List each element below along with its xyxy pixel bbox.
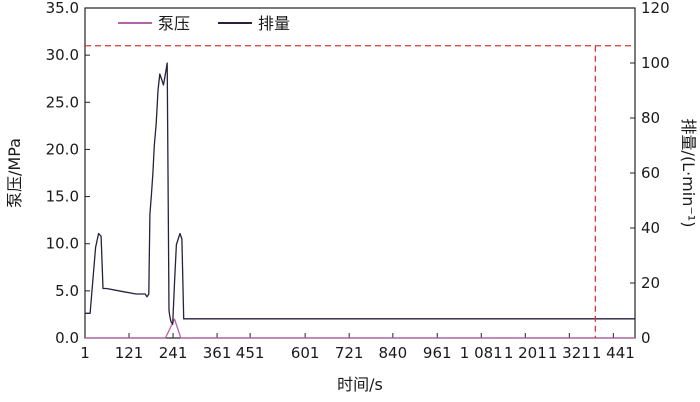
right-tick-label: 60: [641, 164, 660, 182]
pump-pressure-line: [85, 318, 635, 339]
right-tick-label: 0: [641, 329, 651, 347]
right-axis-ticks: 0 20 40 60 80 100 120: [630, 0, 670, 347]
left-tick-label: 5.0: [55, 282, 79, 300]
x-tick-label: 601: [291, 344, 320, 362]
legend-label-pressure: 泵压: [158, 14, 190, 33]
x-tick-label: 1 081: [460, 344, 503, 362]
left-tick-label: 10.0: [46, 235, 79, 253]
x-tick-label: 840: [379, 344, 408, 362]
series-layer: [85, 62, 635, 339]
right-tick-label: 100: [641, 54, 670, 72]
left-axis-ticks: 0.0 5.0 10.0 15.0 20.0 25.0 30.0 35.0: [46, 0, 90, 347]
right-tick-label: 20: [641, 274, 660, 292]
x-tick-label: 121: [115, 344, 144, 362]
right-tick-label: 80: [641, 109, 660, 127]
flow-rate-line: [85, 62, 635, 325]
x-tick-label: 1 201: [504, 344, 547, 362]
right-tick-label: 40: [641, 219, 660, 237]
left-tick-label: 25.0: [46, 93, 79, 111]
legend-label-flow: 排量: [258, 14, 290, 33]
right-tick-label: 120: [641, 0, 670, 17]
left-tick-label: 15.0: [46, 188, 79, 206]
left-tick-label: 20.0: [46, 140, 79, 158]
x-tick-label: 1 321: [548, 344, 591, 362]
left-axis-label: 泵压/MPa: [5, 138, 24, 208]
left-tick-label: 35.0: [46, 0, 79, 17]
left-tick-label: 0.0: [55, 329, 79, 347]
x-tick-label: 241: [159, 344, 188, 362]
left-tick-label: 30.0: [46, 46, 79, 64]
x-tick-label: 361: [203, 344, 232, 362]
x-tick-label: 721: [335, 344, 364, 362]
x-axis-label: 时间/s: [337, 375, 383, 394]
x-tick-label: 451: [236, 344, 265, 362]
x-axis-ticks: 1 121 241 361 451 601 721 840 961 1 081 1 201 1 321…: [80, 333, 635, 362]
reference-lines: [85, 45, 635, 338]
legend: 泵压 排量: [118, 14, 290, 33]
x-tick-label: 1 441: [592, 344, 635, 362]
x-tick-label: 961: [423, 344, 452, 362]
x-tick-label: 1: [80, 344, 90, 362]
right-axis-label: 排量/(L·min⁻¹): [679, 119, 698, 228]
